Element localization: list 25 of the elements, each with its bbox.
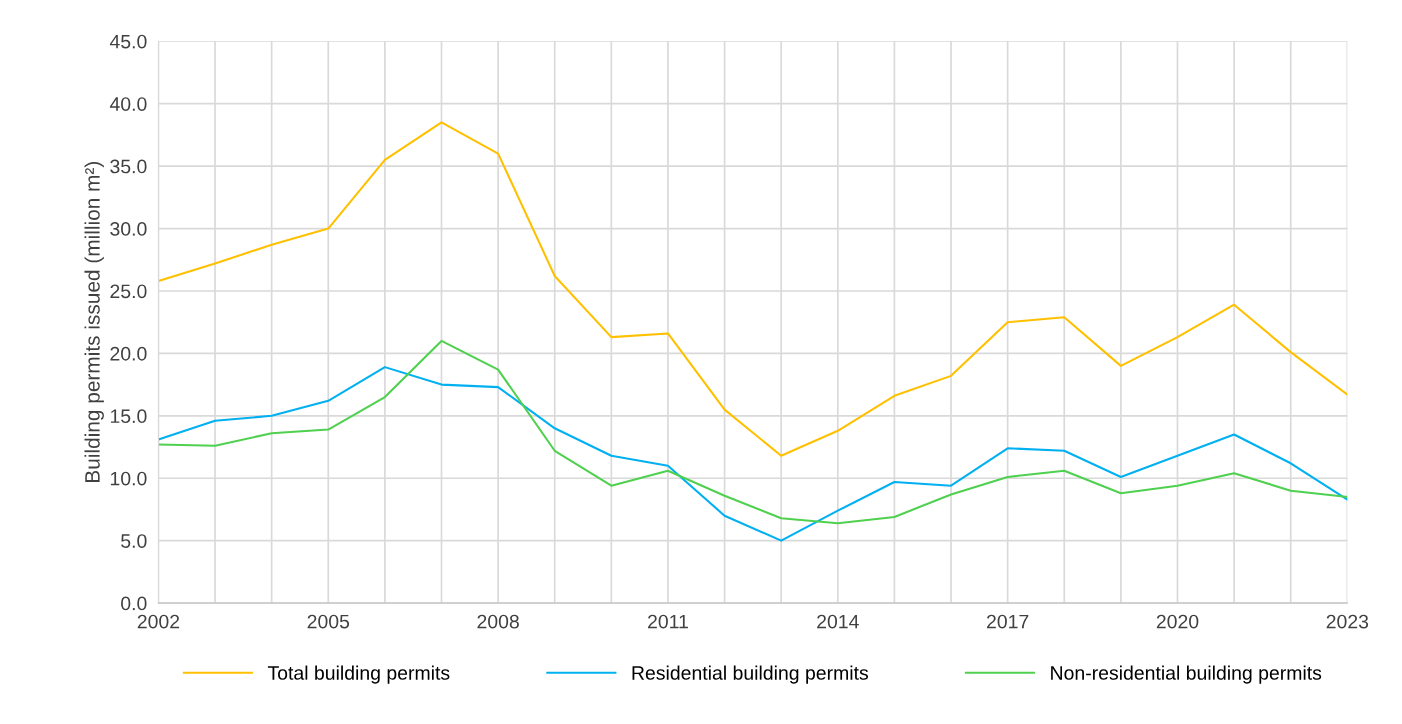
- y-tick-label: 30.0: [110, 222, 147, 236]
- x-tick-label: 2017: [986, 614, 1029, 629]
- y-tick-label: 45.0: [109, 34, 147, 49]
- y-tick-label: 25.0: [110, 284, 147, 299]
- x-tick-label: 2008: [477, 614, 519, 629]
- x-tick-label: 2005: [307, 614, 350, 629]
- line-series: [158, 339, 1348, 525]
- legend-label: Residential building permits: [632, 665, 869, 684]
- x-tick-label: 2020: [1156, 614, 1199, 629]
- y-tick-label: 0.0: [121, 596, 147, 611]
- line-series: [158, 121, 1348, 457]
- x-tick-label: 2011: [648, 614, 688, 629]
- y-tick-label: 40.0: [109, 97, 147, 111]
- x-tick-label: 2014: [817, 614, 859, 629]
- y-tick-label: 10.0: [110, 471, 147, 486]
- y-tick-label: 5.0: [121, 534, 147, 548]
- y-tick-label: 35.0: [110, 159, 147, 174]
- x-tick-label: 2023: [1326, 614, 1369, 629]
- line-series: [158, 366, 1348, 542]
- y-axis-title: Building permits issued (million m²): [84, 161, 104, 482]
- y-tick-label: 15.0: [110, 409, 147, 424]
- legend-label: Non-residential building permits: [1051, 665, 1322, 684]
- y-tick-label: 20.0: [110, 346, 147, 361]
- x-tick-label: 2002: [137, 614, 180, 629]
- legend-label: Total building permits: [267, 665, 450, 684]
